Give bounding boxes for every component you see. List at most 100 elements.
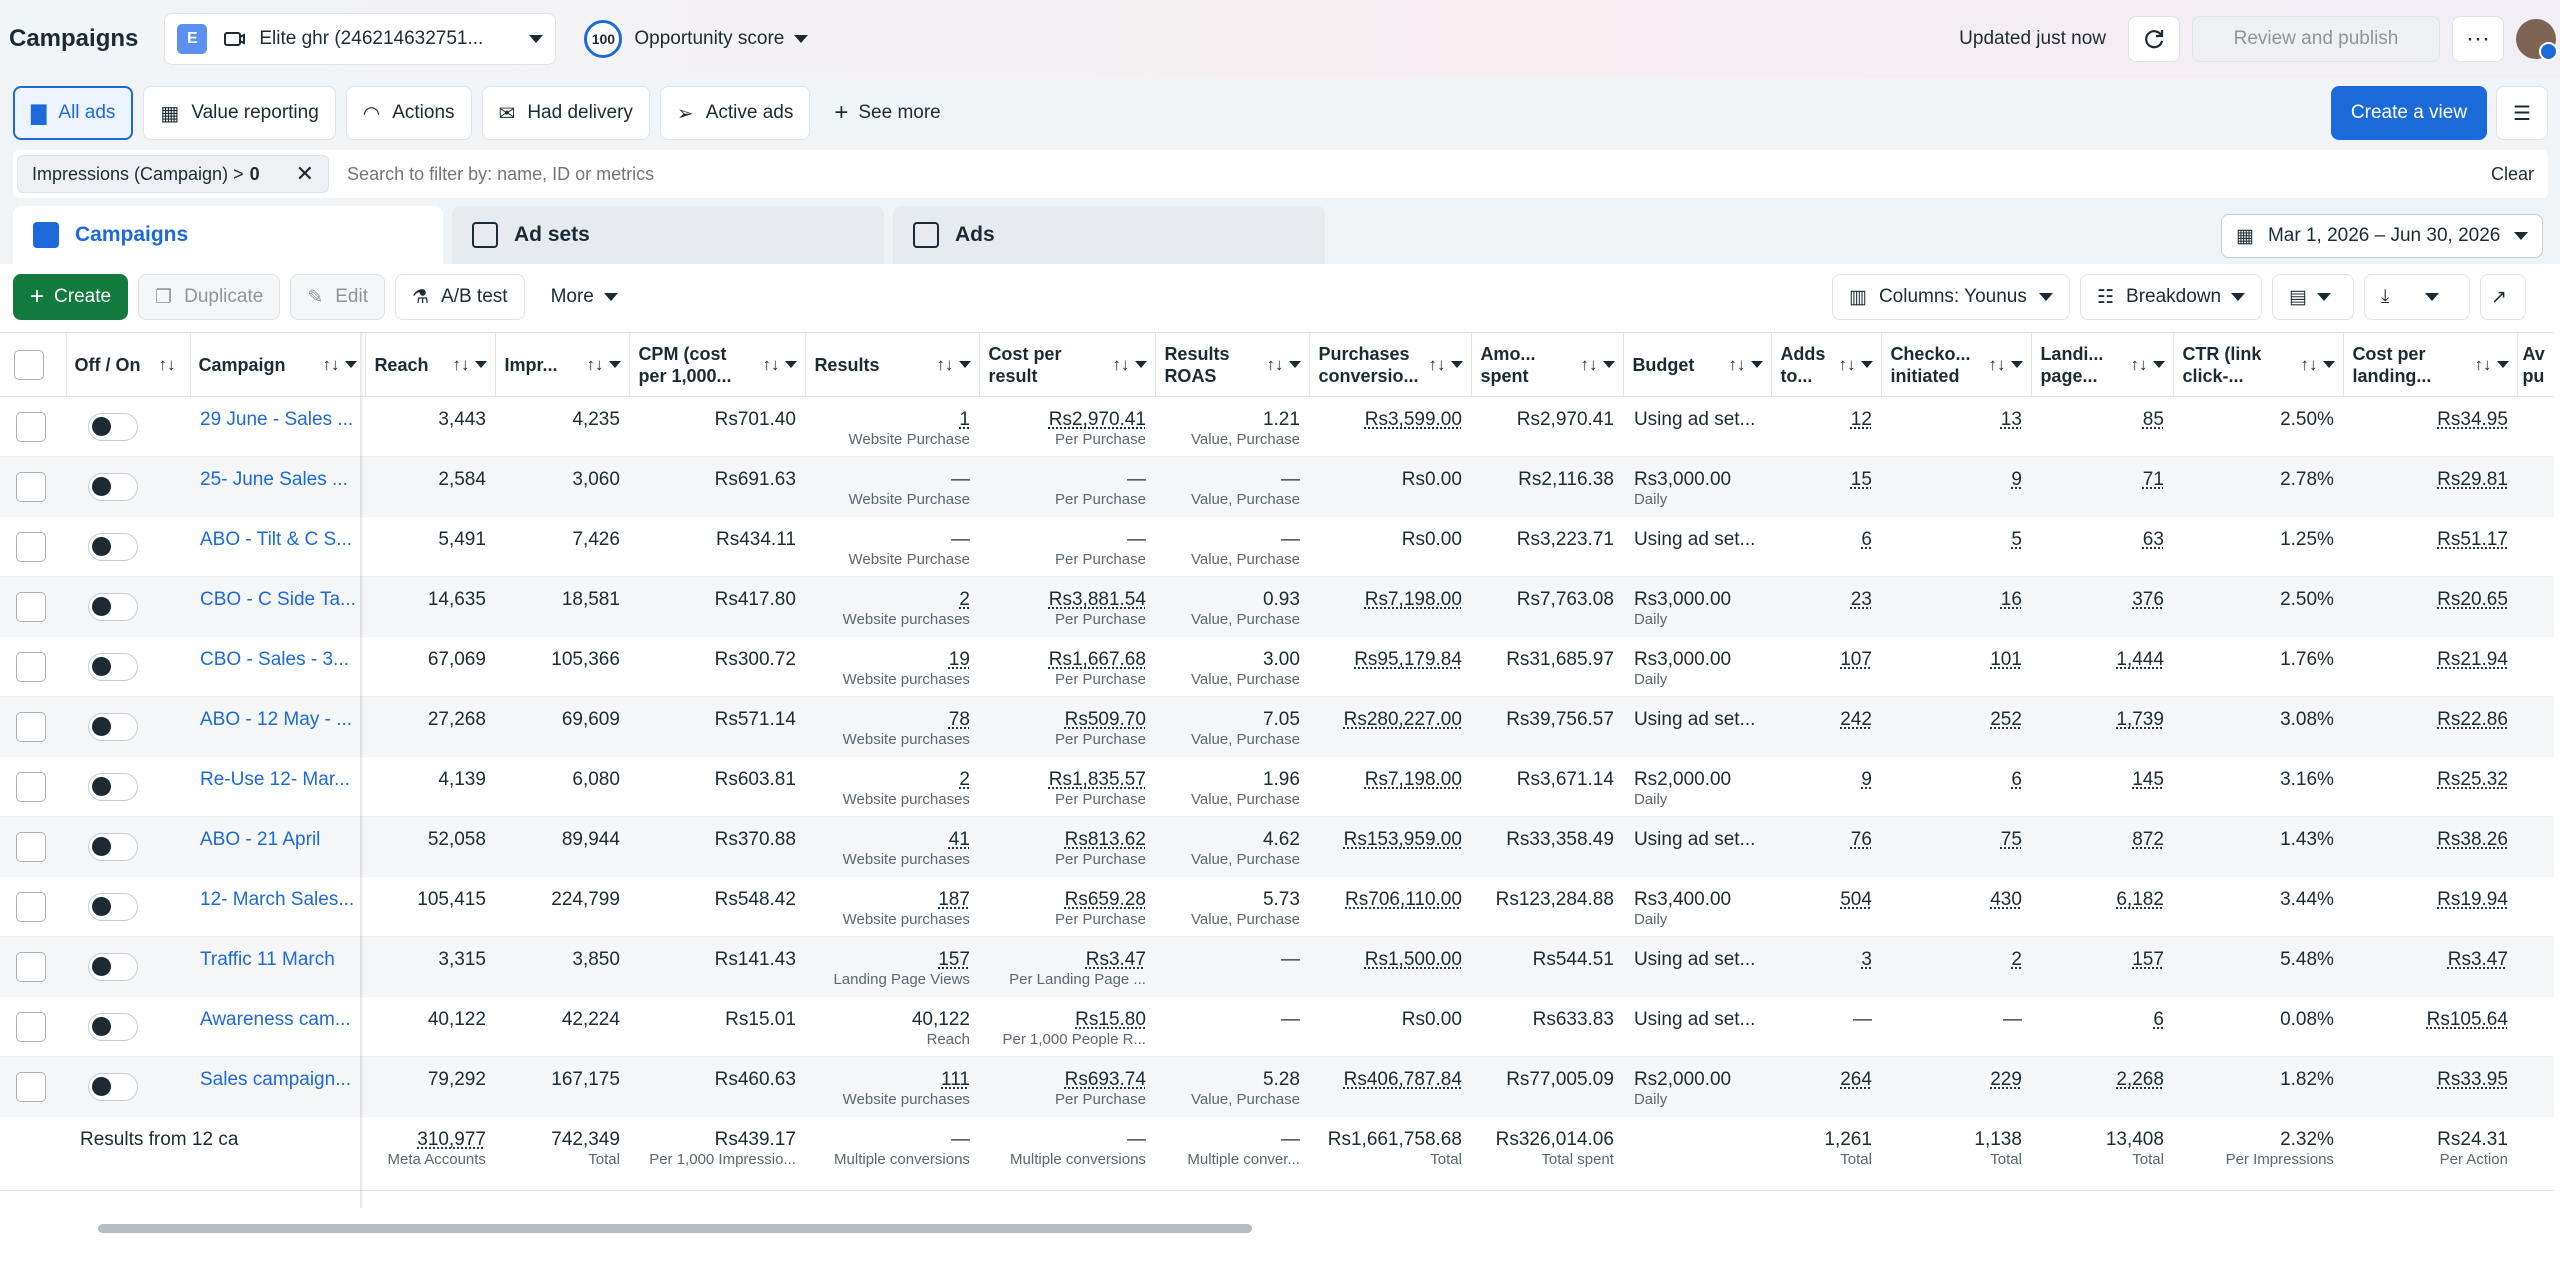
cell-adds-to-cart[interactable]: 3 <box>1771 936 1882 997</box>
sort-icon[interactable]: ↑↓ <box>2474 354 2492 374</box>
col-header-budget[interactable]: Budget ↑↓ <box>1623 332 1772 397</box>
cell-cost-per-landing[interactable]: Rs51.17 <box>2343 516 2518 577</box>
cell-purchases-value[interactable]: Rs406,787.84 <box>1309 1056 1472 1117</box>
campaign-name-link[interactable]: Awareness cam... <box>200 1009 351 1030</box>
cell-results[interactable]: 1 Website Purchase <box>805 396 980 457</box>
create-button[interactable]: + Create <box>13 274 129 320</box>
campaign-name-link[interactable]: ABO - 21 April <box>200 829 321 850</box>
campaign-name-link[interactable]: CBO - C Side Ta... <box>200 589 356 610</box>
cell-cost-per-landing[interactable]: Rs22.86 <box>2343 696 2518 757</box>
export-button[interactable]: ⤓ <box>2364 274 2470 320</box>
table-row[interactable]: 12- March Sales... 105,415 224,799 Rs548.42… <box>0 876 2554 937</box>
account-selector[interactable]: E Elite ghr (246214632751... <box>164 13 557 65</box>
cell-checkouts[interactable]: 9 <box>1881 456 2032 517</box>
cell-results[interactable]: 2 Website purchases <box>805 576 980 637</box>
view-tab-had-delivery[interactable]: ✉ Had delivery <box>481 86 650 140</box>
campaign-toggle[interactable] <box>88 413 138 441</box>
cell-adds-to-cart[interactable]: 76 <box>1771 816 1882 877</box>
col-header-cost-per-result[interactable]: Cost per result ↑↓ <box>979 332 1156 397</box>
table-row[interactable]: Traffic 11 March 3,315 3,850 Rs141.43 157 Lan… <box>0 936 2554 997</box>
col-header-cost-per-landing[interactable]: Cost per landing... ↑↓ <box>2343 332 2518 397</box>
row-checkbox[interactable] <box>16 472 46 502</box>
cell-cost-per-landing[interactable]: Rs38.26 <box>2343 816 2518 877</box>
row-checkbox[interactable] <box>16 892 46 922</box>
campaign-toggle[interactable] <box>88 953 138 981</box>
filter-chip-impressions[interactable]: Impressions (Campaign) > 0 ✕ <box>17 155 330 193</box>
cell-checkouts[interactable]: 252 <box>1881 696 2032 757</box>
campaign-name-link[interactable]: Traffic 11 March <box>200 949 335 970</box>
col-header-ctr[interactable]: CTR (link click-... ↑↓ <box>2173 332 2344 397</box>
table-row[interactable]: 25- June Sales ... 2,584 3,060 Rs691.63— Web… <box>0 456 2554 517</box>
campaign-toggle[interactable] <box>88 773 138 801</box>
row-checkbox[interactable] <box>16 712 46 742</box>
cell-landing-page-views[interactable]: 85 <box>2031 396 2174 457</box>
sort-icon[interactable]: ↑↓ <box>1988 354 2006 374</box>
tab-campaigns[interactable]: Campaigns <box>13 206 443 264</box>
create-view-button[interactable]: Create a view <box>2331 86 2487 140</box>
cell-cost-per-result[interactable]: Rs509.70 Per Purchase <box>979 696 1156 757</box>
cell-purchases-value[interactable]: Rs95,179.84 <box>1309 636 1472 697</box>
cell-cost-per-result[interactable]: Rs659.28 Per Purchase <box>979 876 1156 937</box>
col-header-results[interactable]: Results ↑↓ <box>805 332 980 397</box>
duplicate-button[interactable]: ❐ Duplicate <box>138 274 281 320</box>
sort-icon[interactable]: ↑↓ <box>2300 354 2318 374</box>
sort-icon[interactable]: ↑↓ <box>586 354 604 374</box>
opportunity-score-button[interactable]: 100 Opportunity score <box>584 20 809 58</box>
cell-landing-page-views[interactable]: 1,739 <box>2031 696 2174 757</box>
campaign-toggle[interactable] <box>88 653 138 681</box>
view-tab-active-ads[interactable]: ➢ Active ads <box>659 86 811 140</box>
cell-adds-to-cart[interactable]: 504 <box>1771 876 1882 937</box>
table-row[interactable]: ABO - Tilt & C S... 5,491 7,426 Rs434.11— We… <box>0 516 2554 577</box>
chevron-down-icon[interactable] <box>609 361 622 368</box>
row-checkbox[interactable] <box>16 652 46 682</box>
chevron-down-icon[interactable] <box>1603 361 1616 368</box>
cell-results[interactable]: 78 Website purchases <box>805 696 980 757</box>
cell-cost-per-result[interactable]: Rs813.62 Per Purchase <box>979 816 1156 877</box>
chevron-down-icon[interactable] <box>2011 361 2024 368</box>
sort-icon[interactable]: ↑↓ <box>452 354 470 374</box>
cell-cost-per-landing[interactable]: Rs105.64 <box>2343 996 2518 1057</box>
cell-checkouts[interactable]: 75 <box>1881 816 2032 877</box>
cell-checkouts[interactable]: 6 <box>1881 756 2032 817</box>
campaign-name-link[interactable]: 25- June Sales ... <box>200 469 348 490</box>
chevron-down-icon[interactable] <box>1289 361 1302 368</box>
campaign-toggle[interactable] <box>88 893 138 921</box>
campaign-toggle[interactable] <box>88 1013 138 1041</box>
cell-cost-per-result[interactable]: Rs15.80 Per 1,000 People R... <box>979 996 1156 1057</box>
row-checkbox[interactable] <box>16 412 46 442</box>
cell-purchases-value[interactable]: Rs280,227.00 <box>1309 696 1472 757</box>
table-row[interactable]: CBO - Sales - 3... 67,069 105,366 Rs300.72 1… <box>0 636 2554 697</box>
table-row[interactable]: Sales campaign... 79,292 167,175 Rs460.63 11… <box>0 1056 2554 1117</box>
cell-cost-per-landing[interactable]: Rs20.65 <box>2343 576 2518 637</box>
more-actions-button[interactable]: More <box>534 274 634 320</box>
cell-landing-page-views[interactable]: 2,268 <box>2031 1056 2174 1117</box>
col-header-campaign[interactable]: Campaign ↑↓ <box>189 332 366 397</box>
cell-adds-to-cart[interactable]: 23 <box>1771 576 1882 637</box>
cell-purchases-value[interactable]: Rs3,599.00 <box>1309 396 1472 457</box>
campaign-name-link[interactable]: ABO - Tilt & C S... <box>200 529 353 550</box>
sort-icon[interactable]: ↑↓ <box>1728 354 1746 374</box>
cell-cost-per-landing[interactable]: Rs21.94 <box>2343 636 2518 697</box>
cell-landing-page-views[interactable]: 145 <box>2031 756 2174 817</box>
table-row[interactable]: ABO - 12 May - ... 27,268 69,609 Rs571.14 78… <box>0 696 2554 757</box>
ab-test-button[interactable]: ⚗ A/B test <box>394 274 525 320</box>
cell-landing-page-views[interactable]: 157 <box>2031 936 2174 997</box>
view-tab-value-reporting[interactable]: ▦ Value reporting <box>143 86 336 140</box>
cell-cost-per-landing[interactable]: Rs25.32 <box>2343 756 2518 817</box>
col-header-amount-spent[interactable]: Amo... spent ↑↓ <box>1471 332 1624 397</box>
cell-adds-to-cart[interactable]: 12 <box>1771 396 1882 457</box>
row-checkbox[interactable] <box>16 1012 46 1042</box>
cell-purchases-value[interactable]: Rs7,198.00 <box>1309 756 1472 817</box>
close-icon[interactable]: ✕ <box>295 161 315 186</box>
row-checkbox[interactable] <box>16 772 46 802</box>
select-all-checkbox[interactable] <box>14 349 44 380</box>
col-header-avg-purchase[interactable]: Av pu <box>2517 332 2554 397</box>
cell-cost-per-landing[interactable]: Rs34.95 <box>2343 396 2518 457</box>
cell-cost-per-result[interactable]: Rs3.47 Per Landing Page ... <box>979 936 1156 997</box>
tab-ad-sets[interactable]: Ad sets <box>452 206 884 264</box>
cell-purchases-value[interactable]: Rs7,198.00 <box>1309 576 1472 637</box>
chevron-down-icon[interactable] <box>2153 361 2166 368</box>
view-tab-actions[interactable]: ◠ Actions <box>345 86 472 140</box>
cell-cost-per-landing[interactable]: Rs29.81 <box>2343 456 2518 517</box>
campaign-toggle[interactable] <box>88 713 138 741</box>
